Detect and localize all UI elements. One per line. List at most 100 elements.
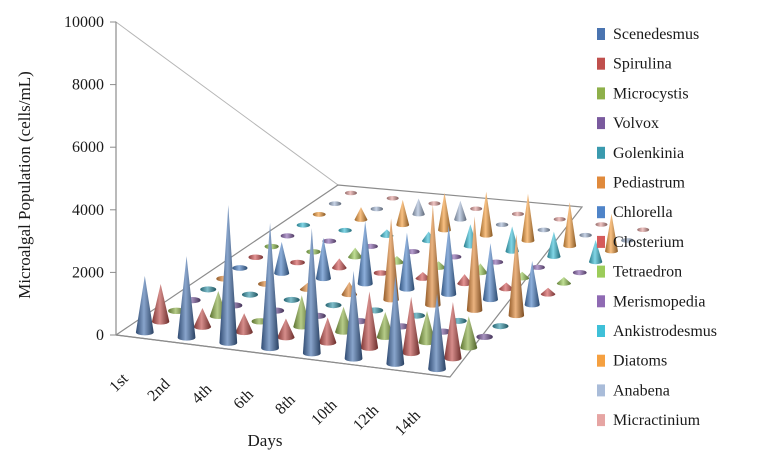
cone-spirulina-6th	[277, 318, 295, 341]
legend-swatch	[597, 354, 605, 367]
legend-swatch	[597, 295, 605, 308]
cone-diatoms-10th	[521, 193, 535, 243]
cone-spirulina-4th	[235, 313, 253, 336]
cone-scenedesmus-2nd	[177, 256, 196, 341]
cone-body	[588, 239, 603, 265]
cone-closterium-4th	[331, 258, 347, 271]
cone-microcystis-10th	[376, 312, 394, 341]
legend-swatch	[597, 57, 605, 70]
cone-tetraedron-4th	[348, 247, 363, 260]
cone-scenedesmus-10th	[344, 270, 363, 362]
cone-anabena-6th	[454, 200, 467, 222]
cone-body	[540, 287, 556, 297]
cone-anabena-10th	[537, 227, 551, 233]
cone-body	[360, 291, 379, 351]
cone-body	[193, 308, 212, 330]
cone-base-disc	[200, 286, 217, 293]
legend-item: Chlorella	[597, 204, 673, 221]
cone-spirulina-1st	[151, 283, 170, 325]
legend-label: Scenedesmus	[613, 26, 699, 43]
cone-base-disc	[283, 296, 300, 303]
cone-body	[466, 216, 483, 313]
cone-scenedesmus-6th	[261, 222, 279, 352]
legend-item: Volvox	[597, 115, 659, 132]
cone-body	[396, 199, 410, 228]
cone-base-disc	[511, 211, 524, 217]
cone-body	[344, 270, 363, 362]
cone-base-disc	[241, 291, 258, 298]
cone-closterium-2nd	[290, 259, 305, 266]
cone-diatoms-6th	[438, 192, 451, 233]
cone-anabena-1st	[328, 201, 342, 207]
cone-body	[508, 234, 525, 319]
legend: Scenedesmus Spirulina Microcystis Volvox Gol…	[597, 26, 717, 429]
cone-anabena-14th	[621, 238, 634, 243]
legend-swatch	[597, 117, 605, 130]
x-tick-label: 12th	[350, 402, 382, 434]
cone-base-disc	[373, 270, 389, 276]
legend-item: Diatoms	[597, 353, 667, 370]
legend-item: Tetraedron	[597, 264, 682, 281]
cone-base-disc	[344, 190, 357, 196]
cone-chlorella-8th	[399, 232, 415, 292]
cone-spirulina-14th	[444, 301, 462, 362]
cone-base-disc	[248, 254, 264, 261]
cone-base-disc	[537, 227, 551, 233]
cone-scenedesmus-14th	[428, 293, 446, 373]
cone-body	[438, 192, 451, 233]
cone-pediastrum-14th	[508, 234, 525, 319]
cone-scenedesmus-8th	[302, 228, 321, 357]
cone-base-disc	[290, 259, 305, 266]
x-tick-label: 2nd	[144, 376, 173, 405]
y-tick-label: 4000	[72, 202, 104, 219]
cone-body	[428, 293, 446, 373]
cone-pediastrum-12th	[466, 216, 483, 313]
cone-body	[315, 237, 331, 282]
legend-item: Microcystis	[597, 85, 689, 102]
y-tick-label: 8000	[72, 77, 104, 94]
cone-spirulina-10th	[360, 291, 379, 351]
cone-body	[444, 301, 462, 362]
cone-closterium-12th	[498, 282, 514, 292]
cone-body	[219, 205, 238, 346]
cone-micractinium-4th	[428, 201, 441, 206]
legend-swatch	[597, 414, 605, 427]
cone-body	[331, 258, 347, 271]
cone-body	[441, 225, 457, 297]
legend-item: Ankistrodesmus	[597, 323, 717, 340]
legend-item: Merismopedia	[597, 293, 705, 310]
cone-base-disc	[338, 227, 352, 233]
cone-base-disc	[280, 233, 295, 239]
x-axis-line	[115, 334, 451, 378]
cone-microcystis-8th	[335, 306, 352, 335]
cone-diatoms-1st	[312, 211, 326, 217]
cone-diatoms-14th	[605, 213, 618, 254]
x-tick-label: 6th	[230, 386, 256, 412]
cone-closterium-10th	[457, 274, 472, 287]
cone-body	[386, 276, 405, 367]
cone-body	[302, 228, 321, 357]
cone-base-disc	[553, 216, 566, 222]
cone-golenkinia-14th	[492, 323, 509, 330]
cone-base-disc	[386, 195, 399, 201]
legend-item: Anabena	[597, 382, 670, 399]
cone-scenedesmus-12th	[386, 276, 405, 367]
cone-body	[412, 198, 425, 217]
cone-chlorella-10th	[441, 225, 457, 297]
cone-micractinium-12th	[595, 222, 608, 227]
cone-body	[521, 193, 535, 243]
cone-chlorella-1st	[232, 265, 248, 271]
cone-merismopedia-1st	[280, 233, 295, 239]
x-axis-title: Days	[248, 431, 283, 450]
cone-spirulina-2nd	[193, 308, 212, 330]
cone-merismopedia-2nd	[322, 238, 337, 244]
cone-diatoms-12th	[563, 202, 577, 249]
x-axis-ticks: 1st 2nd 4th 6th 8th 10th 12th 14th	[106, 370, 423, 439]
legend-label: Volvox	[613, 115, 659, 132]
cone-body	[335, 306, 352, 335]
legend-label: Closterium	[613, 234, 685, 251]
legend-swatch	[597, 265, 605, 278]
cone-base-disc	[595, 222, 608, 227]
y-tick-label: 2000	[72, 264, 104, 281]
